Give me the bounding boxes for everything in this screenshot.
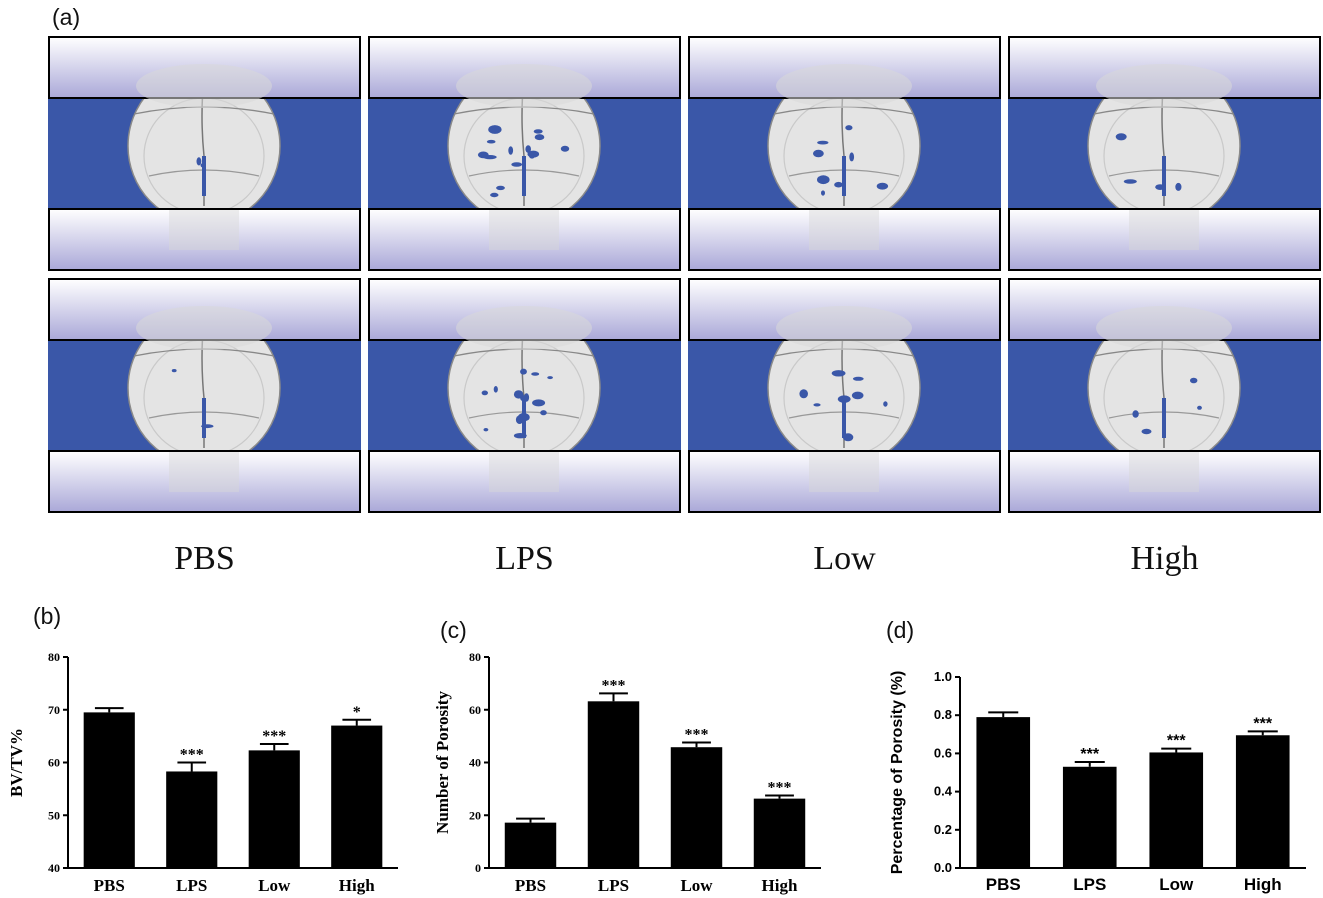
chart-b-bar-pbs (83, 712, 135, 868)
chart-b-category-label-lps: LPS (176, 876, 207, 895)
bv-tv-bar-chart: 40 50 60 70 80 BV/TV% PBS *** LPS *** Low * High (7, 650, 398, 895)
skull-scan-pbs-top (48, 36, 361, 272)
panel-label-c: (c) (440, 617, 467, 643)
chart-c-y-tick-label: 60 (469, 703, 481, 717)
chart-c-significance-high: *** (768, 779, 792, 796)
chart-b-y-tick-label: 80 (48, 650, 60, 664)
chart-b-bar-low (248, 750, 300, 868)
chart-d-y-tick-label: 1.0 (934, 669, 952, 684)
chart-d-y-tick-label: 0.6 (934, 745, 952, 760)
skull-scan-lps-bottom (368, 278, 681, 514)
chart-d-y-axis-label: Percentage of Porosity (%) (889, 671, 906, 875)
chart-d-y-tick-label: 0.0 (934, 860, 952, 875)
group-label-high: High (1130, 540, 1199, 577)
chart-c-bar-lps (587, 701, 640, 868)
chart-b-category-label-pbs: PBS (94, 876, 125, 895)
chart-c-y-tick-label: 0 (475, 861, 481, 875)
chart-c-category-label-high: High (762, 876, 798, 895)
chart-d-y-tick-label: 0.8 (934, 707, 952, 722)
chart-d-category-label-low: Low (1159, 875, 1194, 894)
chart-c-y-tick-label: 80 (469, 650, 481, 664)
chart-c-y-tick-label: 20 (469, 808, 481, 822)
panel-label-a: (a) (52, 4, 81, 30)
skull-scan-pbs-bottom (48, 278, 361, 514)
panel-label-d: (d) (886, 617, 915, 643)
panel-label-b: (b) (33, 603, 62, 629)
chart-d-y-tick-label: 0.2 (934, 822, 952, 837)
chart-d-bar-high (1235, 735, 1290, 868)
chart-c-category-label-pbs: PBS (515, 876, 546, 895)
skull-scan-low-bottom (688, 278, 1001, 514)
chart-d-bar-low (1149, 752, 1204, 868)
percentage-of-porosity-bar-chart: 0.0 0.2 0.4 0.6 0.8 1.0 Percentage of Porosity… (889, 669, 1306, 894)
chart-b-bar-lps (166, 771, 218, 868)
chart-c-y-tick-label: 40 (469, 756, 481, 770)
chart-c-significance-low: *** (685, 726, 709, 743)
skull-scan-high-bottom (1008, 278, 1321, 514)
group-label-low: Low (813, 540, 876, 577)
chart-d-significance-high: *** (1253, 715, 1272, 732)
group-label-pbs: PBS (174, 540, 235, 577)
skull-scan-lps-top (368, 36, 681, 272)
chart-b-significance-lps: *** (180, 747, 204, 764)
chart-c-y-axis-label: Number of Porosity (433, 691, 452, 834)
group-label-lps: LPS (495, 540, 554, 577)
chart-d-bar-lps (1062, 766, 1117, 868)
chart-c-bar-low (670, 747, 723, 868)
chart-d-category-label-high: High (1244, 875, 1282, 894)
chart-c-bar-pbs (504, 822, 557, 868)
chart-d-category-label-lps: LPS (1073, 875, 1106, 894)
chart-b-y-tick-label: 50 (48, 808, 60, 822)
chart-b-bar-high (331, 725, 383, 868)
chart-d-category-label-pbs: PBS (986, 875, 1021, 894)
chart-d-significance-low: *** (1167, 733, 1186, 750)
chart-b-significance-high: * (353, 704, 361, 721)
chart-b-y-axis-label: BV/TV% (7, 728, 26, 797)
skull-scan-high-top (1008, 36, 1321, 272)
chart-b-category-label-high: High (339, 876, 375, 895)
chart-b-y-tick-label: 60 (48, 756, 60, 770)
chart-b-y-tick-label: 70 (48, 703, 60, 717)
chart-d-y-tick-label: 0.4 (934, 784, 953, 799)
number-of-porosity-bar-chart: 0 20 40 60 80 Number of Porosity PBS *** LPS *** L… (433, 650, 821, 895)
chart-c-significance-lps: *** (602, 677, 626, 694)
chart-b-y-tick-label: 40 (48, 861, 60, 875)
chart-d-bar-pbs (976, 717, 1031, 868)
chart-c-bar-high (753, 798, 806, 868)
chart-d-significance-lps: *** (1080, 746, 1099, 763)
skull-scan-low-top (688, 36, 1001, 272)
chart-b-significance-low: *** (262, 728, 286, 745)
chart-b-category-label-low: Low (258, 876, 291, 895)
chart-c-category-label-lps: LPS (598, 876, 629, 895)
chart-c-category-label-low: Low (680, 876, 713, 895)
